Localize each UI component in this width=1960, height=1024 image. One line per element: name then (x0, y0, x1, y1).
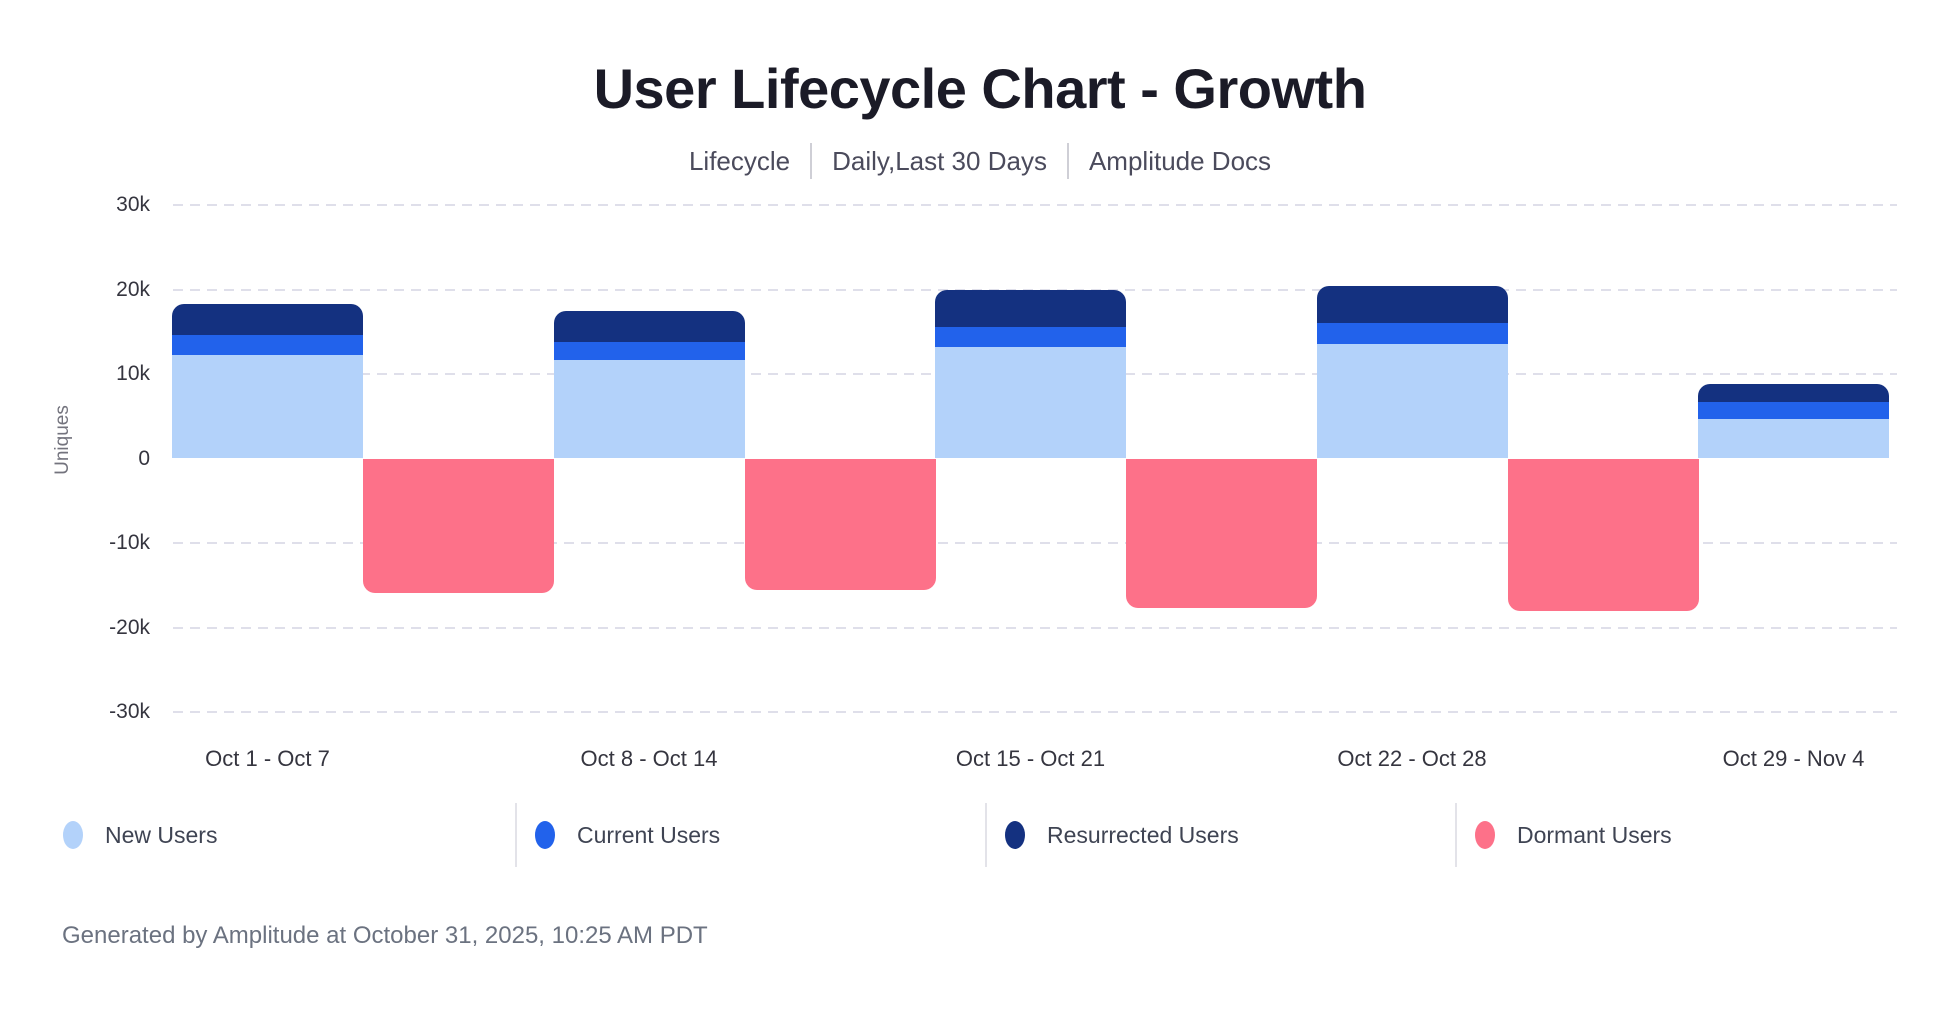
bar-segment-dormant-users (744, 458, 936, 591)
bar-segment-current-users (1316, 323, 1508, 344)
subtitle-segment-source: Amplitude Docs (1088, 145, 1272, 176)
bar-segment-new-users (553, 359, 745, 459)
bar-segment-resurrected-users (935, 290, 1126, 327)
bar-segment-dormant-users (1507, 458, 1699, 612)
stacked-positive-bar (1698, 384, 1889, 459)
x-axis-tick-label: Oct 29 - Nov 4 (1722, 746, 1865, 771)
bar-segment-resurrected-users (553, 310, 745, 342)
bar-segment-new-users (1698, 418, 1889, 459)
legend-label: Resurrected Users (1047, 821, 1239, 848)
bar-segment-resurrected-users (1316, 286, 1508, 324)
gridline (173, 288, 1897, 291)
bar-segment-current-users (172, 335, 363, 356)
bar-segment-resurrected-users (172, 303, 363, 336)
bar-segment-current-users (553, 341, 745, 360)
stacked-positive-bar (172, 303, 363, 459)
legend-item: New Users (45, 803, 515, 867)
stacked-positive-bar (935, 290, 1126, 459)
y-axis-tick-label: -30k (109, 700, 150, 723)
legend-item: Resurrected Users (985, 803, 1455, 867)
stacked-positive-bar (553, 310, 745, 459)
gridline (173, 542, 1897, 544)
subtitle-divider (1066, 143, 1069, 179)
bar-segment-dormant-users (363, 458, 554, 593)
subtitle-divider (810, 143, 813, 179)
subtitle-segment-lifecycle: Lifecycle (688, 145, 791, 176)
legend-label: New Users (105, 821, 218, 848)
bar-segment-new-users (935, 346, 1126, 459)
legend-marker-icon (535, 821, 555, 849)
plot-area: Uniques 30k 20k 10k 0 -10k -20k -30k Oct 1 - Oc… (52, 193, 1897, 771)
y-axis-tick-label: 30k (116, 193, 150, 216)
legend-marker-icon (1005, 821, 1025, 849)
subtitle-segment-range: Daily,Last 30 Days (832, 145, 1047, 176)
y-axis-tick-label: 20k (116, 277, 150, 301)
gridline (173, 626, 1897, 629)
legend-item: Dormant Users (1455, 803, 1925, 867)
bar-segment-resurrected-users (1698, 384, 1889, 402)
y-axis-tick-label: -20k (109, 615, 150, 639)
gridline (173, 204, 1897, 206)
bar-segment-dormant-users (1126, 458, 1317, 609)
stacked-positive-bar (1316, 286, 1508, 459)
y-axis-tick-label: 0 (138, 446, 150, 470)
bar-segment-new-users (1316, 343, 1508, 459)
bar-segment-current-users (1698, 401, 1889, 419)
y-axis-tick-label: 10k (116, 362, 150, 385)
legend-marker-icon (63, 821, 83, 849)
legend-marker-icon (1475, 821, 1495, 849)
x-axis-tick-label: Oct 22 - Oct 28 (1337, 746, 1487, 771)
bar-segment-new-users (172, 355, 363, 459)
gridline (173, 711, 1897, 713)
x-axis-tick-label: Oct 1 - Oct 7 (205, 746, 330, 771)
y-axis-tick-label: -10k (109, 531, 150, 554)
legend-item: Current Users (515, 803, 985, 867)
page-title: User Lifecycle Chart - Growth (593, 57, 1367, 120)
footer-generated-note: Generated by Amplitude at October 31, 20… (62, 922, 708, 949)
legend: New Users Current Users Resurrected Users D… (45, 803, 1925, 867)
legend-label: Current Users (577, 821, 721, 848)
chart-subtitle: Lifecycle Daily,Last 30 Days Amplitude D… (0, 141, 1960, 181)
x-axis-tick-label: Oct 8 - Oct 14 (580, 746, 718, 771)
x-axis-tick-label: Oct 15 - Oct 21 (955, 746, 1106, 771)
legend-label: Dormant Users (1517, 821, 1672, 848)
bar-segment-current-users (935, 326, 1126, 347)
